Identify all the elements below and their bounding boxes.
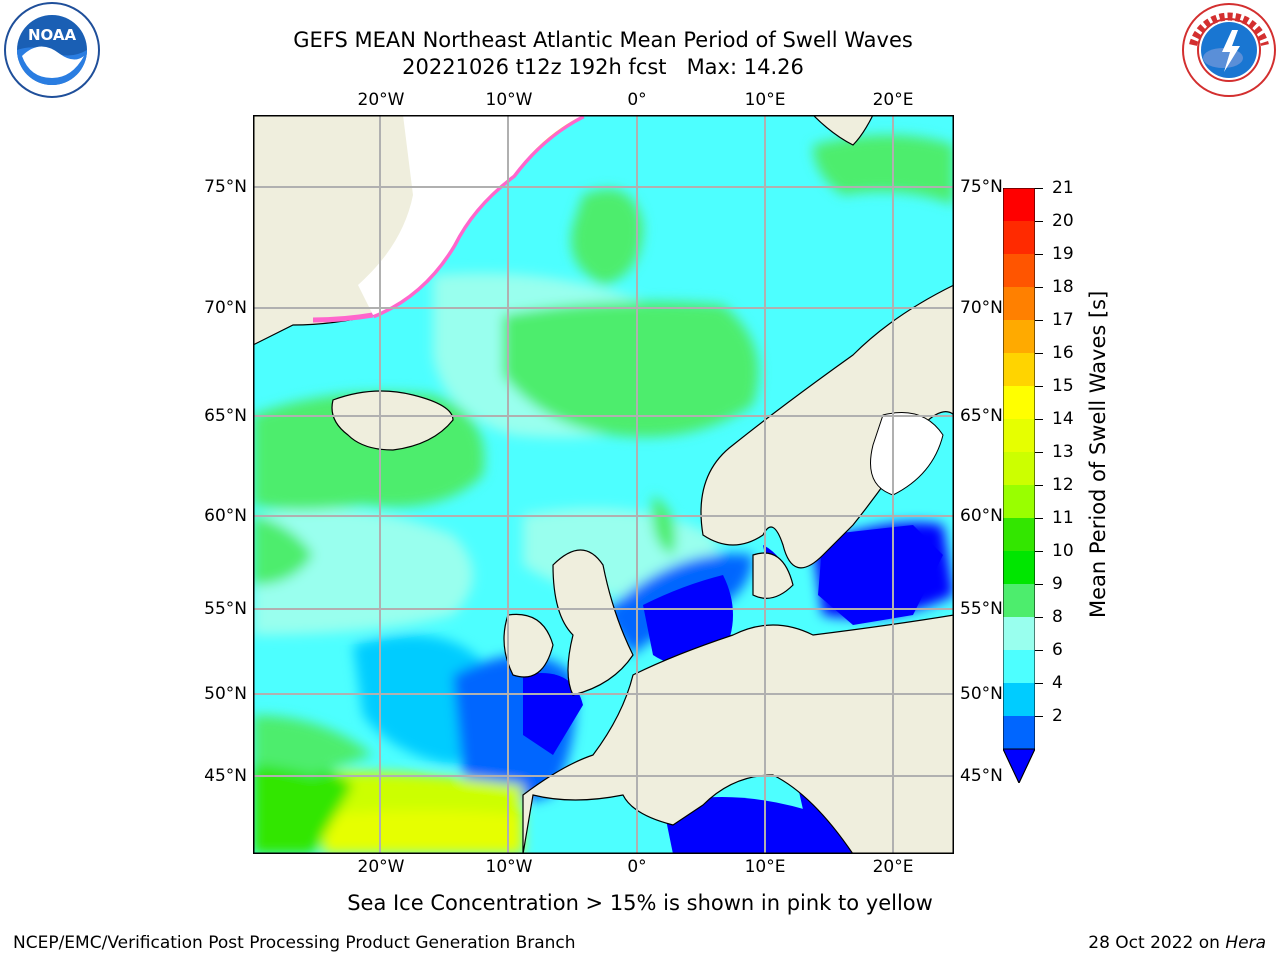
colorbar-swatch: [1003, 188, 1035, 222]
lon-tick-top: 20°W: [357, 90, 405, 110]
lon-tick-bottom: 20°W: [357, 857, 405, 877]
lat-tick-left: 55°N: [204, 599, 247, 619]
lat-tick-left: 60°N: [204, 506, 247, 526]
colorbar-swatch: [1003, 617, 1035, 651]
nws-logo: [1178, 0, 1280, 102]
lat-tick-right: 75°N: [960, 177, 1003, 197]
colorbar-tick-mark: [1035, 617, 1043, 618]
colorbar-tick-label: 13: [1052, 442, 1074, 462]
colorbar-swatch: [1003, 584, 1035, 618]
colorbar-tick-mark: [1035, 518, 1043, 519]
lat-tick-right: 70°N: [960, 298, 1003, 318]
footer-date-text: 28 Oct 2022 on: [1088, 933, 1226, 953]
lon-tick-bottom: 0°: [627, 857, 647, 877]
lat-tick-right: 65°N: [960, 406, 1003, 426]
lat-tick-left: 70°N: [204, 298, 247, 318]
colorbar-tick-label: 10: [1052, 541, 1074, 561]
map-subtitle: 20221026 t12z 192h fcst Max: 14.26: [402, 55, 804, 79]
graticule: [253, 115, 954, 854]
colorbar-swatch: [1003, 254, 1035, 288]
footer-credit: NCEP/EMC/Verification Post Processing Pr…: [13, 933, 576, 953]
lat-tick-right: 55°N: [960, 599, 1003, 619]
sea-ice-caption: Sea Ice Concentration > 15% is shown in …: [347, 891, 933, 915]
lon-tick-top: 0°: [627, 90, 647, 110]
colorbar-swatch: [1003, 287, 1035, 321]
colorbar-extend-arrow: [1002, 748, 1036, 785]
colorbar-tick-mark: [1035, 287, 1043, 288]
colorbar-tick-label: 19: [1052, 244, 1074, 264]
lon-tick-bottom: 10°W: [485, 857, 533, 877]
colorbar-tick-label: 17: [1052, 310, 1074, 330]
colorbar-tick-label: 21: [1052, 178, 1074, 198]
svg-text:NOAA: NOAA: [28, 26, 77, 44]
colorbar: [1002, 187, 1036, 785]
lat-tick-left: 50°N: [204, 684, 247, 704]
colorbar-tick-mark: [1035, 419, 1043, 420]
lat-tick-right: 60°N: [960, 506, 1003, 526]
colorbar-tick-mark: [1035, 320, 1043, 321]
colorbar-swatch: [1003, 683, 1035, 717]
colorbar-tick-label: 6: [1052, 640, 1063, 660]
colorbar-tick-label: 16: [1052, 343, 1074, 363]
colorbar-swatch: [1003, 419, 1035, 453]
lon-tick-top: 10°E: [744, 90, 786, 110]
colorbar-tick-label: 9: [1052, 574, 1063, 594]
lat-tick-left: 45°N: [204, 766, 247, 786]
colorbar-tick-label: 20: [1052, 211, 1074, 231]
footer-date: 28 Oct 2022 on Hera: [1088, 932, 1266, 954]
lat-tick-left: 65°N: [204, 406, 247, 426]
colorbar-swatch: [1003, 386, 1035, 420]
colorbar-tick-label: 11: [1052, 508, 1074, 528]
colorbar-tick-mark: [1035, 683, 1043, 684]
lat-tick-right: 45°N: [960, 766, 1003, 786]
colorbar-swatch: [1003, 650, 1035, 684]
map-panel: [253, 115, 954, 854]
colorbar-tick-mark: [1035, 353, 1043, 354]
colorbar-tick-mark: [1035, 584, 1043, 585]
colorbar-tick-mark: [1035, 716, 1043, 717]
lat-tick-left: 75°N: [204, 177, 247, 197]
colorbar-tick-mark: [1035, 254, 1043, 255]
colorbar-swatch: [1003, 716, 1035, 750]
colorbar-tick-label: 18: [1052, 277, 1074, 297]
colorbar-tick-mark: [1035, 650, 1043, 651]
colorbar-tick-label: 8: [1052, 607, 1063, 627]
colorbar-tick-mark: [1035, 221, 1043, 222]
colorbar-tick-label: 12: [1052, 475, 1074, 495]
map-title: GEFS MEAN Northeast Atlantic Mean Period…: [293, 28, 913, 52]
colorbar-swatch: [1003, 353, 1035, 387]
colorbar-tick-mark: [1035, 386, 1043, 387]
colorbar-tick-label: 2: [1052, 706, 1063, 726]
colorbar-tick-mark: [1035, 485, 1043, 486]
colorbar-tick-label: 15: [1052, 376, 1074, 396]
lon-tick-top: 10°W: [485, 90, 533, 110]
colorbar-tick-label: 4: [1052, 673, 1063, 693]
lon-tick-bottom: 20°E: [872, 857, 914, 877]
lon-tick-top: 20°E: [872, 90, 914, 110]
footer-machine: Hera: [1225, 933, 1266, 953]
colorbar-tick-mark: [1035, 188, 1043, 189]
colorbar-label: Mean Period of Swell Waves [s]: [1086, 290, 1110, 618]
colorbar-swatch: [1003, 518, 1035, 552]
colorbar-swatch: [1003, 221, 1035, 255]
colorbar-tick-label: 14: [1052, 409, 1074, 429]
colorbar-swatch: [1003, 452, 1035, 486]
colorbar-swatch: [1003, 485, 1035, 519]
colorbar-outline: [1002, 187, 1036, 785]
colorbar-tick-mark: [1035, 452, 1043, 453]
lat-tick-right: 50°N: [960, 684, 1003, 704]
noaa-logo: NOAA: [0, 0, 104, 104]
colorbar-swatch: [1003, 320, 1035, 354]
lon-tick-bottom: 10°E: [744, 857, 786, 877]
colorbar-swatch: [1003, 551, 1035, 585]
colorbar-tick-mark: [1035, 551, 1043, 552]
